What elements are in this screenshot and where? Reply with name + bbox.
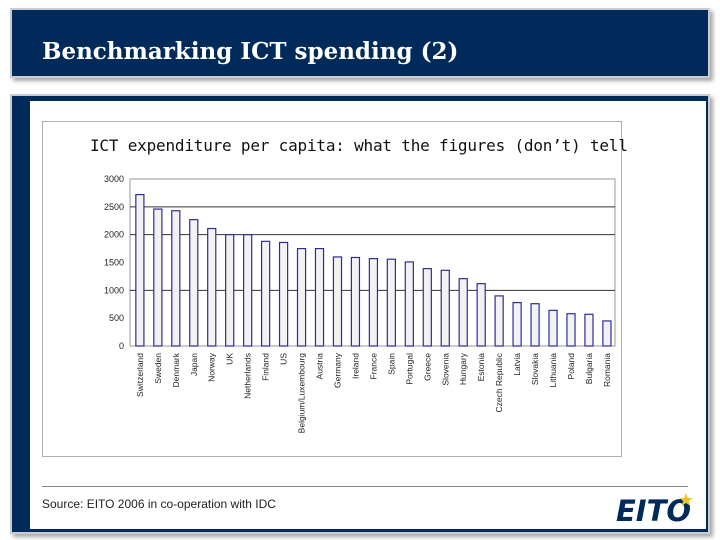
bar — [296, 247, 307, 347]
x-category-label: Germany — [332, 352, 342, 388]
bar — [458, 278, 468, 347]
bar — [476, 283, 486, 347]
x-category-label: Estonia — [476, 353, 486, 382]
x-category-label: UK — [225, 353, 235, 365]
chart-title: ICT expenditure per capita: what the fig… — [90, 136, 628, 155]
bar — [243, 234, 253, 347]
bar — [207, 227, 217, 347]
x-category-label: Switzerland — [135, 353, 145, 397]
bar — [404, 261, 414, 347]
bar — [584, 313, 594, 347]
x-category-label: Japan — [189, 353, 199, 376]
x-category-label: Portugal — [404, 353, 414, 385]
x-category-label: Poland — [566, 353, 576, 380]
bar — [548, 309, 558, 347]
bar — [135, 193, 145, 347]
x-category-label: Ireland — [350, 353, 360, 379]
x-category-label: Greece — [422, 353, 432, 381]
x-category-label: Spain — [386, 353, 396, 375]
x-category-label: Lithuania — [548, 353, 558, 388]
y-tick-label: 2000 — [104, 230, 124, 240]
x-category-label: Slovakia — [530, 353, 540, 385]
bar — [386, 258, 397, 347]
bar — [368, 258, 379, 347]
x-category-label: Latvia — [512, 353, 522, 376]
x-category-label: Bulgaria — [584, 353, 594, 384]
x-category-label: Austria — [315, 353, 325, 380]
x-category-label: Slovenia — [440, 353, 450, 386]
bar — [602, 320, 612, 347]
bar — [422, 268, 432, 347]
x-category-label: Denmark — [171, 352, 181, 387]
bar — [566, 313, 576, 347]
bar — [314, 247, 325, 347]
x-category-label: Belgium/Luxembourg — [297, 353, 307, 434]
bar — [153, 208, 163, 347]
eito-logo: EITO — [616, 493, 693, 526]
source-note: Source: EITO 2006 in co-operation with I… — [42, 497, 276, 511]
x-category-label: Romania — [602, 353, 612, 387]
x-category-label: Netherlands — [243, 353, 253, 399]
x-category-label: Hungary — [458, 352, 468, 385]
bar — [278, 241, 289, 347]
svg-text:EITO: EITO — [616, 494, 691, 526]
source-divider — [42, 486, 688, 487]
bar — [189, 219, 199, 347]
x-category-label: US — [279, 353, 289, 365]
x-category-label: Finland — [261, 353, 271, 381]
bar — [440, 269, 450, 347]
x-category-label: Norway — [207, 352, 217, 382]
bar — [332, 256, 343, 347]
x-category-label: France — [368, 353, 378, 380]
x-category-label: Sweden — [153, 353, 163, 384]
bar — [494, 295, 504, 347]
slide-title: Benchmarking ICT spending (2) — [42, 38, 459, 65]
title-bar: Benchmarking ICT spending (2) — [10, 8, 710, 78]
bar — [530, 303, 540, 347]
y-tick-label: 500 — [109, 313, 124, 323]
y-tick-label: 0 — [119, 341, 124, 351]
y-tick-label: 1000 — [104, 285, 124, 295]
bar — [350, 256, 361, 347]
bar — [260, 240, 271, 347]
star-icon — [679, 493, 693, 506]
bar — [225, 234, 235, 347]
y-tick-label: 2500 — [104, 202, 124, 212]
bar — [512, 301, 522, 347]
y-tick-label: 3000 — [104, 174, 124, 184]
x-category-label: Czech Republic — [494, 352, 504, 412]
bar — [171, 210, 181, 347]
y-tick-label: 1500 — [104, 258, 124, 268]
